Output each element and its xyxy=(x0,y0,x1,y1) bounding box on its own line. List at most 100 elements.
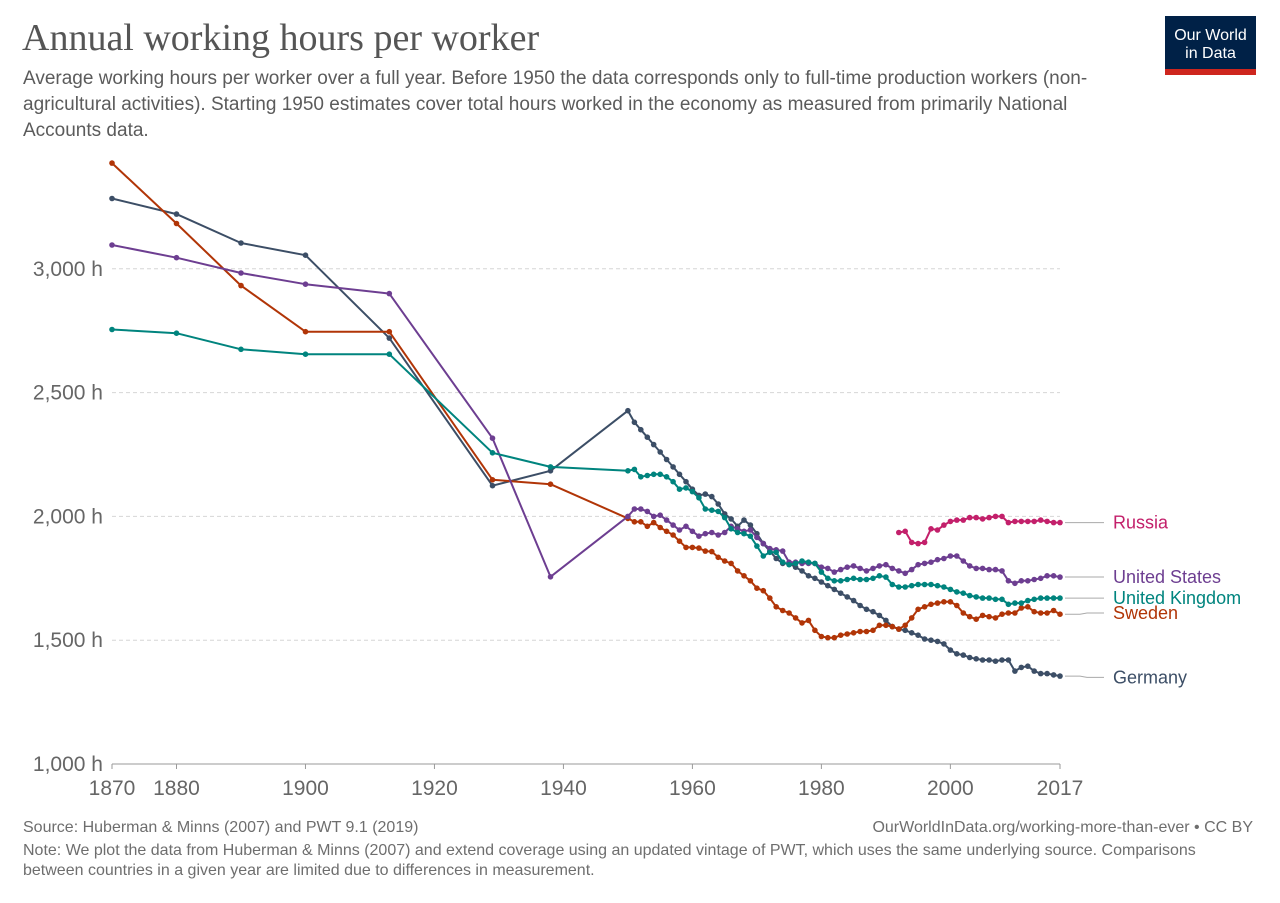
point-united-states-1997 xyxy=(928,559,934,565)
point-sweden-1978 xyxy=(805,617,812,624)
point-russia-2010 xyxy=(1012,518,1018,525)
point-germany-1954 xyxy=(650,441,657,448)
point-united-states-2017 xyxy=(1057,574,1063,580)
point-sweden-2016 xyxy=(1050,607,1057,614)
point-united-kingdom-1938 xyxy=(547,464,554,470)
point-united-kingdom-1969 xyxy=(747,533,754,539)
point-sweden-1870 xyxy=(109,160,115,166)
logo-accent-bar xyxy=(1165,69,1256,75)
point-sweden-1951 xyxy=(631,519,638,525)
point-russia-2009 xyxy=(1005,519,1012,526)
owid-logo[interactable]: Our World in Data xyxy=(1165,16,1256,75)
point-germany-2013 xyxy=(1031,668,1037,674)
source-text: Source: Huberman & Minns (2007) and PWT … xyxy=(23,819,419,836)
point-sweden-1983 xyxy=(837,632,844,638)
point-united-states-2007 xyxy=(992,566,999,573)
point-united-states-1870 xyxy=(109,242,115,248)
point-sweden-1994 xyxy=(908,615,915,621)
point-united-kingdom-1965 xyxy=(721,514,728,521)
point-united-kingdom-1981 xyxy=(825,575,831,582)
point-united-states-1965 xyxy=(721,529,728,536)
x-tick-label-1940: 1940 xyxy=(540,777,587,800)
point-sweden-1913 xyxy=(386,328,393,335)
point-russia-2013 xyxy=(1031,518,1037,525)
point-united-kingdom-1976 xyxy=(792,560,799,567)
point-sweden-2002 xyxy=(960,610,967,616)
point-germany-1938 xyxy=(547,468,554,474)
point-united-kingdom-1995 xyxy=(915,581,921,588)
point-united-states-1985 xyxy=(850,563,857,569)
point-germany-2006 xyxy=(986,657,992,663)
point-united-kingdom-1983 xyxy=(837,578,844,584)
point-united-states-2012 xyxy=(1025,578,1031,584)
point-united-kingdom-1956 xyxy=(663,474,670,480)
point-germany-1955 xyxy=(657,449,663,455)
point-united-states-1991 xyxy=(889,565,896,572)
point-united-states-2011 xyxy=(1018,578,1025,584)
point-germany-2000 xyxy=(947,647,954,653)
point-united-kingdom-1987 xyxy=(863,576,870,583)
chart-title: Annual working hours per worker xyxy=(22,17,540,59)
point-united-kingdom-1962 xyxy=(702,506,709,512)
point-germany-1980 xyxy=(818,579,825,585)
point-united-states-2005 xyxy=(979,565,986,572)
point-united-kingdom-2014 xyxy=(1037,595,1044,601)
point-united-states-2015 xyxy=(1044,573,1050,579)
x-tick-label-1900: 1900 xyxy=(282,777,329,800)
point-sweden-1972 xyxy=(767,595,773,601)
label-united-kingdom: United Kingdom xyxy=(1113,588,1241,608)
point-united-states-1880 xyxy=(173,254,180,261)
point-united-kingdom-2012 xyxy=(1025,597,1031,604)
point-sweden-1962 xyxy=(702,548,709,554)
y-tick-label-3000: 3,000 h xyxy=(33,258,103,281)
series-germany xyxy=(109,195,1063,679)
point-russia-1996 xyxy=(921,539,928,546)
point-united-states-1963 xyxy=(709,529,715,536)
point-germany-2001 xyxy=(954,651,960,657)
point-germany-1997 xyxy=(928,637,934,643)
point-united-kingdom-1993 xyxy=(902,584,908,590)
point-united-kingdom-2013 xyxy=(1031,596,1037,603)
point-united-states-2013 xyxy=(1031,576,1037,583)
credit-link[interactable]: OurWorldInData.org/working-more-than-eve… xyxy=(872,819,1253,836)
point-sweden-1996 xyxy=(921,604,928,610)
point-sweden-1968 xyxy=(741,573,747,579)
point-russia-1994 xyxy=(908,539,915,546)
x-tick-label-2000: 2000 xyxy=(927,777,974,800)
point-sweden-2003 xyxy=(966,613,973,620)
point-sweden-2006 xyxy=(986,613,992,620)
series-united-states xyxy=(109,242,1063,587)
point-sweden-1957 xyxy=(670,532,676,538)
point-united-kingdom-1961 xyxy=(696,495,702,501)
point-united-kingdom-1985 xyxy=(850,575,857,582)
point-united-kingdom-1970 xyxy=(754,543,760,549)
point-germany-1995 xyxy=(915,632,921,638)
point-united-states-1992 xyxy=(896,568,902,574)
point-russia-1998 xyxy=(934,527,941,533)
point-united-kingdom-1977 xyxy=(799,558,805,564)
point-sweden-1976 xyxy=(792,615,799,621)
point-sweden-1958 xyxy=(676,538,683,544)
point-sweden-1974 xyxy=(779,607,786,614)
point-united-kingdom-1982 xyxy=(831,578,838,584)
point-germany-1978 xyxy=(805,573,812,579)
point-sweden-1953 xyxy=(644,523,651,530)
point-united-kingdom-2007 xyxy=(992,596,999,603)
point-united-kingdom-2006 xyxy=(986,595,992,601)
x-tick-label-1880: 1880 xyxy=(153,777,200,800)
point-united-states-1953 xyxy=(644,508,651,515)
point-united-kingdom-1929 xyxy=(489,450,496,456)
point-germany-2009 xyxy=(1005,657,1012,663)
point-united-states-1986 xyxy=(857,565,863,572)
point-united-states-1987 xyxy=(863,568,870,574)
point-united-kingdom-1996 xyxy=(921,581,928,588)
point-united-kingdom-1974 xyxy=(779,559,786,565)
point-united-kingdom-1950 xyxy=(625,468,631,474)
point-germany-1950 xyxy=(625,407,631,414)
point-sweden-1984 xyxy=(844,631,850,637)
point-united-kingdom-1964 xyxy=(715,508,721,515)
point-sweden-1979 xyxy=(812,627,818,634)
point-germany-1951 xyxy=(631,419,638,426)
